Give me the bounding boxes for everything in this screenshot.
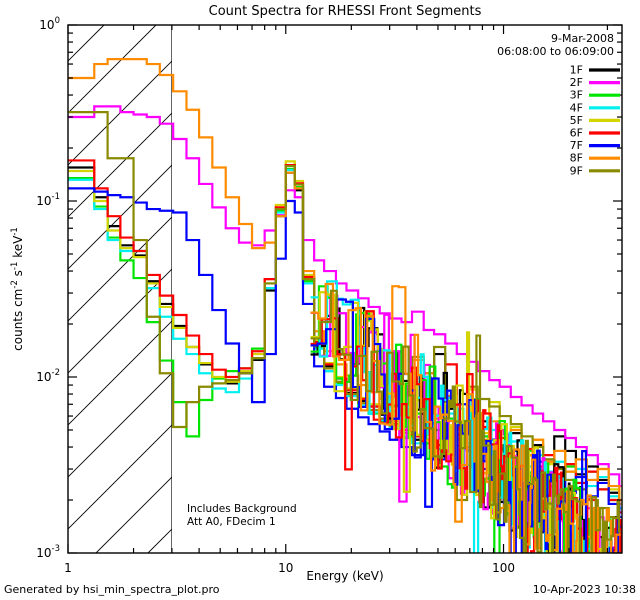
- page-title: Count Spectra for RHESSI Front Segments: [209, 4, 482, 19]
- x-tick-labels: 1 10 100: [64, 561, 515, 575]
- y-tick-label: 10-1: [36, 192, 60, 208]
- x-tick-label: 10: [278, 561, 293, 575]
- y-tick-label: 100: [39, 16, 60, 32]
- y-axis-label-base2: s: [11, 270, 25, 280]
- series-6F-tail: [310, 310, 622, 553]
- svg-text:counts cm-2 s-1 keV-1: counts cm-2 s-1 keV-1: [10, 227, 25, 351]
- plot-frame: [67, 24, 623, 554]
- svg-text:10-2: 10-2: [36, 368, 60, 384]
- y-tick-labels: 100 10-1 10-2 10-3: [36, 16, 60, 560]
- series-9F-tail: [310, 289, 621, 553]
- y-axis-label: counts cm-2 s-1 keV-1: [10, 227, 25, 351]
- legend-label-3F: 3F: [570, 89, 583, 102]
- legend-date: 9-Mar-2008: [551, 32, 614, 45]
- x-tick-label: 1: [64, 561, 72, 575]
- svg-text:10-3: 10-3: [36, 544, 60, 560]
- legend-label-9F: 9F: [570, 164, 583, 177]
- x-tick-label: 100: [492, 561, 515, 575]
- y-axis-label-base1: counts cm: [11, 289, 25, 351]
- axis-ticks: [67, 24, 622, 554]
- footer-generator: Generated by hsi_min_spectra_plot.pro: [4, 583, 220, 596]
- legend-label-5F: 5F: [570, 114, 583, 127]
- y-axis-label-base3: keV: [11, 235, 25, 262]
- series-2F: [68, 105, 622, 488]
- legend-label-1F: 1F: [570, 64, 583, 77]
- y-axis-label-sup1: -2: [10, 280, 20, 288]
- legend-label-2F: 2F: [570, 76, 583, 89]
- legend: 9-Mar-2008 06:08:00 to 06:09:00 1F2F3F4F…: [497, 32, 620, 177]
- y-axis-label-sup2: -1: [10, 262, 20, 270]
- svg-text:100: 100: [39, 16, 60, 32]
- annotation-includes-background: Includes Background: [187, 503, 297, 515]
- footer-timestamp: 10-Apr-2023 10:38: [533, 583, 636, 596]
- y-tick-label: 10-3: [36, 544, 60, 560]
- legend-label-4F: 4F: [570, 101, 583, 114]
- svg-text:10-1: 10-1: [36, 192, 60, 208]
- spectra-series-group: [68, 58, 622, 553]
- legend-label-8F: 8F: [570, 152, 583, 165]
- y-tick-label: 10-2: [36, 368, 60, 384]
- y-axis-label-sup3: -1: [10, 227, 20, 235]
- annotation-attenuator: Att A0, FDecim 1: [187, 516, 276, 528]
- legend-label-7F: 7F: [570, 139, 583, 152]
- x-axis-label: Energy (keV): [306, 569, 383, 583]
- series-8F: [68, 58, 622, 502]
- series-8F-tail: [310, 282, 621, 553]
- legend-time-range: 06:08:00 to 06:09:00: [497, 45, 614, 58]
- legend-label-6F: 6F: [570, 127, 583, 140]
